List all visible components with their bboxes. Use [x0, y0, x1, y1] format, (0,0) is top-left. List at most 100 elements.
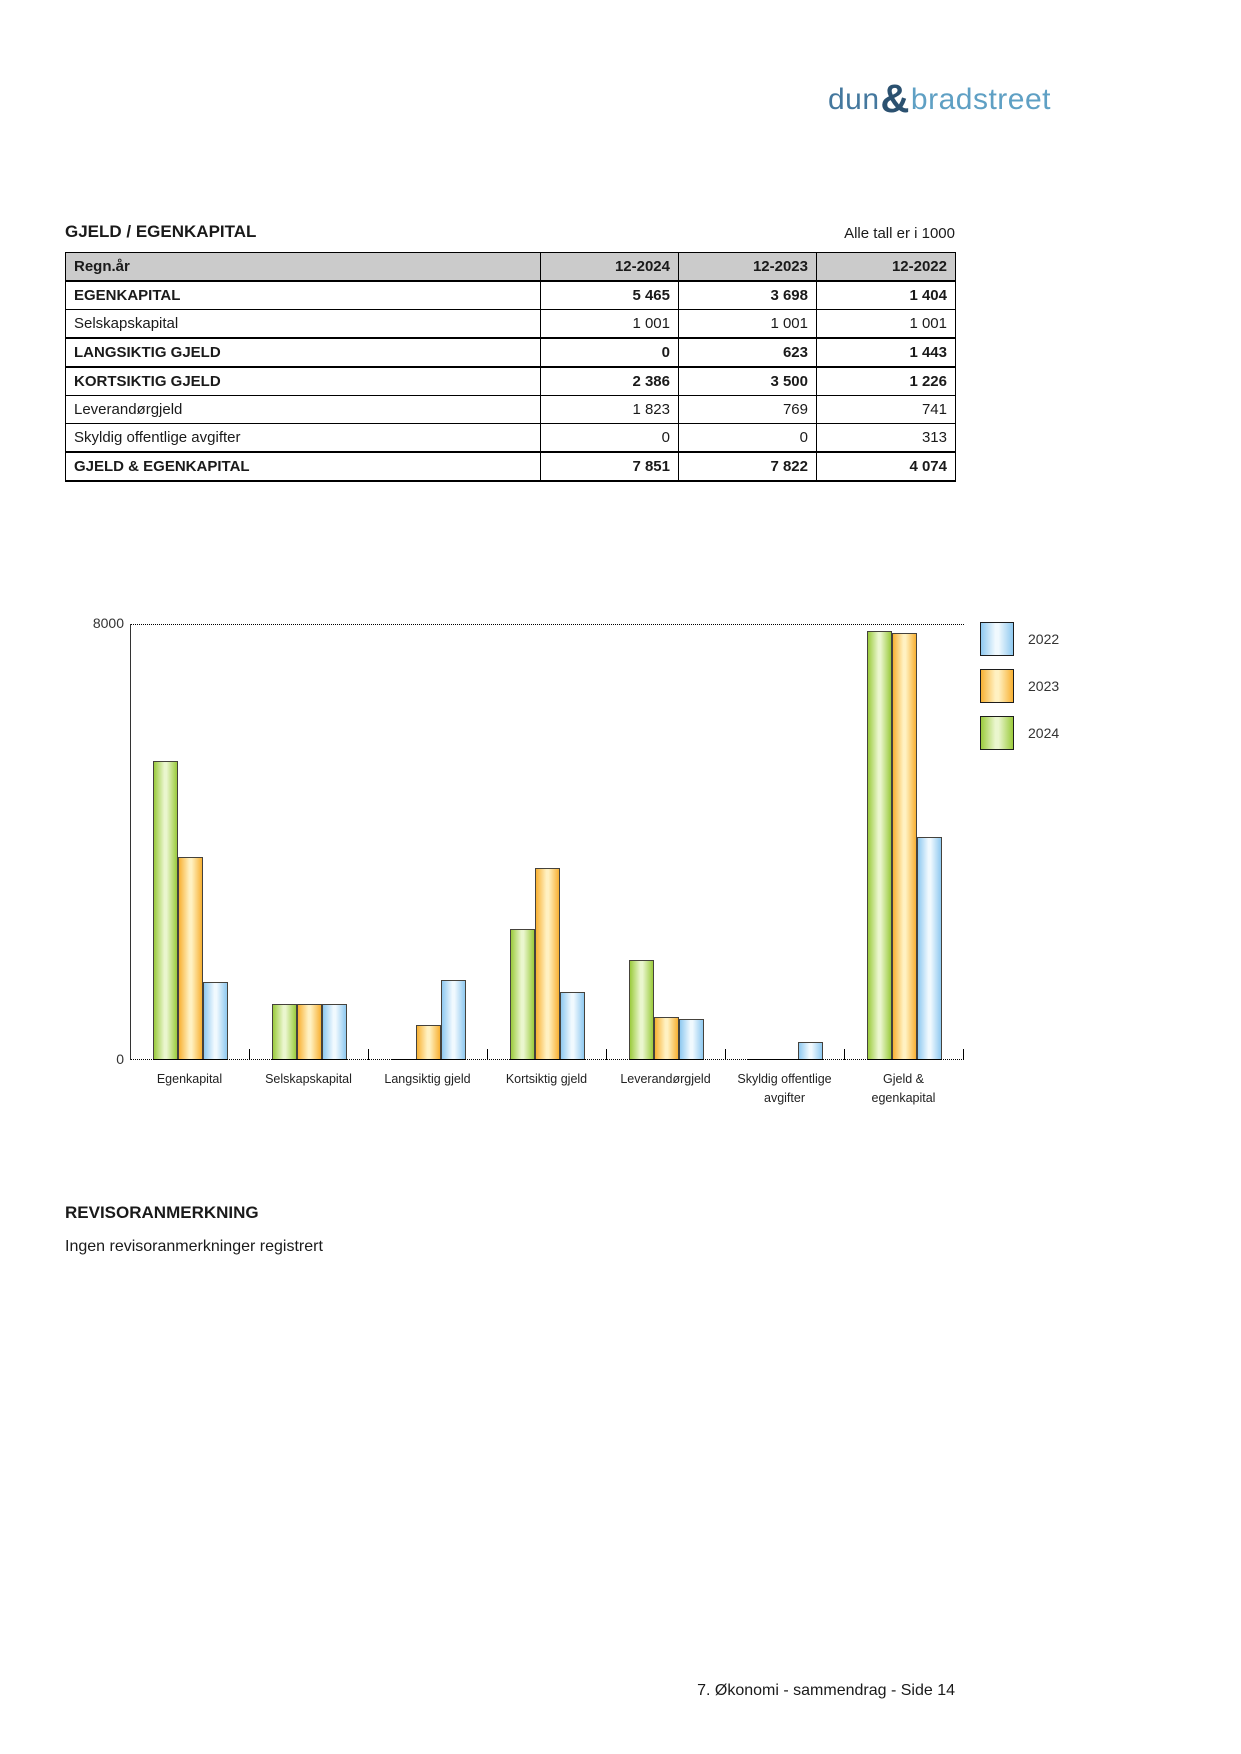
dun-bradstreet-logo: dun&bradstreet — [827, 74, 1051, 121]
row-value: 2 386 — [540, 366, 679, 396]
row-label: Selskapskapital — [65, 309, 541, 339]
revisor-heading: REVISORANMERKNING — [65, 1203, 259, 1222]
table-header-row: Regn.år 12-2024 12-2023 12-2022 — [65, 252, 956, 282]
category-label: Kortsiktig gjeld — [505, 1072, 588, 1086]
bar-cluster — [629, 960, 704, 1060]
legend-swatch-2023 — [980, 669, 1014, 703]
bar-cluster — [748, 1042, 823, 1060]
row-value: 769 — [678, 395, 817, 424]
row-value: 7 822 — [678, 451, 817, 482]
bar-2022 — [917, 837, 942, 1059]
table-row: Skyldig offentlige avgifter 0 0 313 — [65, 423, 956, 453]
row-label: KORTSIKTIG GJELD — [65, 366, 541, 396]
bar-cluster — [272, 1004, 347, 1060]
row-value: 0 — [540, 423, 679, 453]
category-label: Skyldig offentlige avgifter — [737, 1072, 832, 1106]
row-value: 1 404 — [816, 280, 956, 310]
category-label: Leverandørgjeld — [620, 1072, 711, 1086]
row-value: 0 — [540, 337, 679, 368]
row-label: GJELD & EGENKAPITAL — [65, 451, 541, 482]
financial-table: Regn.år 12-2024 12-2023 12-2022 EGENKAPI… — [65, 252, 956, 482]
table-row: KORTSIKTIG GJELD 2 386 3 500 1 226 — [65, 366, 956, 396]
legend-item: 2022 — [980, 622, 1059, 656]
row-value: 1 226 — [816, 366, 956, 396]
bar-2024 — [272, 1004, 297, 1059]
row-value: 1 443 — [816, 337, 956, 368]
bar-group — [845, 624, 964, 1060]
bar-cluster — [867, 631, 942, 1060]
legend-swatch-2024 — [980, 716, 1014, 750]
bar-group — [488, 624, 607, 1060]
row-value: 313 — [816, 423, 956, 453]
row-label: LANGSIKTIG GJELD — [65, 337, 541, 368]
legend-label: 2022 — [1028, 631, 1060, 647]
row-value: 1 823 — [540, 395, 679, 424]
table-row: EGENKAPITAL 5 465 3 698 1 404 — [65, 280, 956, 310]
category-label: Egenkapital — [156, 1072, 223, 1086]
bar-2023 — [535, 868, 560, 1059]
chart-plot — [130, 624, 964, 1060]
y-axis-tick-8000: 8000 — [92, 615, 124, 631]
row-value: 1 001 — [816, 309, 956, 339]
category-label: Gjeld & egenkapital — [871, 1072, 936, 1106]
category-label: Langsiktig gjeld — [384, 1072, 471, 1086]
bar-2024 — [867, 631, 892, 1059]
legend-label: 2023 — [1028, 678, 1060, 694]
bar-cluster — [153, 761, 228, 1060]
column-header-12-2022: 12-2022 — [816, 252, 956, 282]
row-label: Leverandørgjeld — [65, 395, 541, 424]
legend-item: 2023 — [980, 669, 1059, 703]
y-axis-tick-0: 0 — [116, 1051, 124, 1067]
bar-2024 — [153, 761, 178, 1059]
bar-2022 — [679, 1019, 704, 1059]
bar-group — [607, 624, 726, 1060]
table-row: LANGSIKTIG GJELD 0 623 1 443 — [65, 337, 956, 368]
page-footer: 7. Økonomi - sammendrag - Side 14 — [697, 1682, 955, 1699]
legend-swatch-2022 — [980, 622, 1014, 656]
row-value: 7 851 — [540, 451, 679, 482]
table-row: GJELD & EGENKAPITAL 7 851 7 822 4 074 — [65, 451, 956, 482]
row-value: 1 001 — [540, 309, 679, 339]
row-value: 741 — [816, 395, 956, 424]
bar-group — [250, 624, 369, 1060]
row-value: 4 074 — [816, 451, 956, 482]
legend-label: 2024 — [1028, 725, 1060, 741]
section-head: GJELD / EGENKAPITAL Alle tall er i 1000 — [65, 222, 955, 242]
bar-2022 — [203, 982, 228, 1059]
column-header-regnar: Regn.år — [65, 252, 541, 282]
row-label: EGENKAPITAL — [65, 280, 541, 310]
units-note: Alle tall er i 1000 — [844, 225, 955, 242]
bar-cluster — [510, 868, 585, 1060]
bar-2023 — [892, 633, 917, 1059]
row-value: 3 698 — [678, 280, 817, 310]
bar-2022 — [798, 1042, 823, 1059]
bar-cluster — [391, 980, 466, 1060]
legend-item: 2024 — [980, 716, 1059, 750]
financial-table-body: EGENKAPITAL 5 465 3 698 1 404 Selskapskapita… — [65, 280, 956, 482]
bar-2023 — [654, 1017, 679, 1059]
row-value: 623 — [678, 337, 817, 368]
bar-group — [726, 624, 845, 1060]
category-label: Selskapskapital — [265, 1072, 352, 1086]
revisor-text: Ingen revisoranmerkninger registrert — [65, 1238, 323, 1255]
bar-2024 — [629, 960, 654, 1059]
section-title: GJELD / EGENKAPITAL — [65, 222, 257, 241]
chart-legend: 2022 2023 2024 — [980, 622, 1059, 750]
logo-bradstreet: bradstreet — [910, 83, 1051, 116]
logo-dun: dun — [827, 83, 880, 116]
table-row: Leverandørgjeld 1 823 769 741 — [65, 395, 956, 424]
row-value: 3 500 — [678, 366, 817, 396]
row-value: 0 — [678, 423, 817, 453]
logo-ampersand-icon: & — [880, 77, 910, 121]
chart-categories: Egenkapital Selskapskapital Langsiktig gje… — [130, 1070, 963, 1109]
bar-2023 — [297, 1004, 322, 1059]
table-row: Selskapskapital 1 001 1 001 1 001 — [65, 309, 956, 339]
bar-2024 — [510, 929, 535, 1059]
row-value: 5 465 — [540, 280, 679, 310]
bar-2022 — [441, 980, 466, 1059]
bar-group — [131, 624, 250, 1060]
bar-2022 — [322, 1004, 347, 1059]
bar-2023 — [416, 1025, 441, 1059]
column-header-12-2024: 12-2024 — [540, 252, 679, 282]
column-header-12-2023: 12-2023 — [678, 252, 817, 282]
